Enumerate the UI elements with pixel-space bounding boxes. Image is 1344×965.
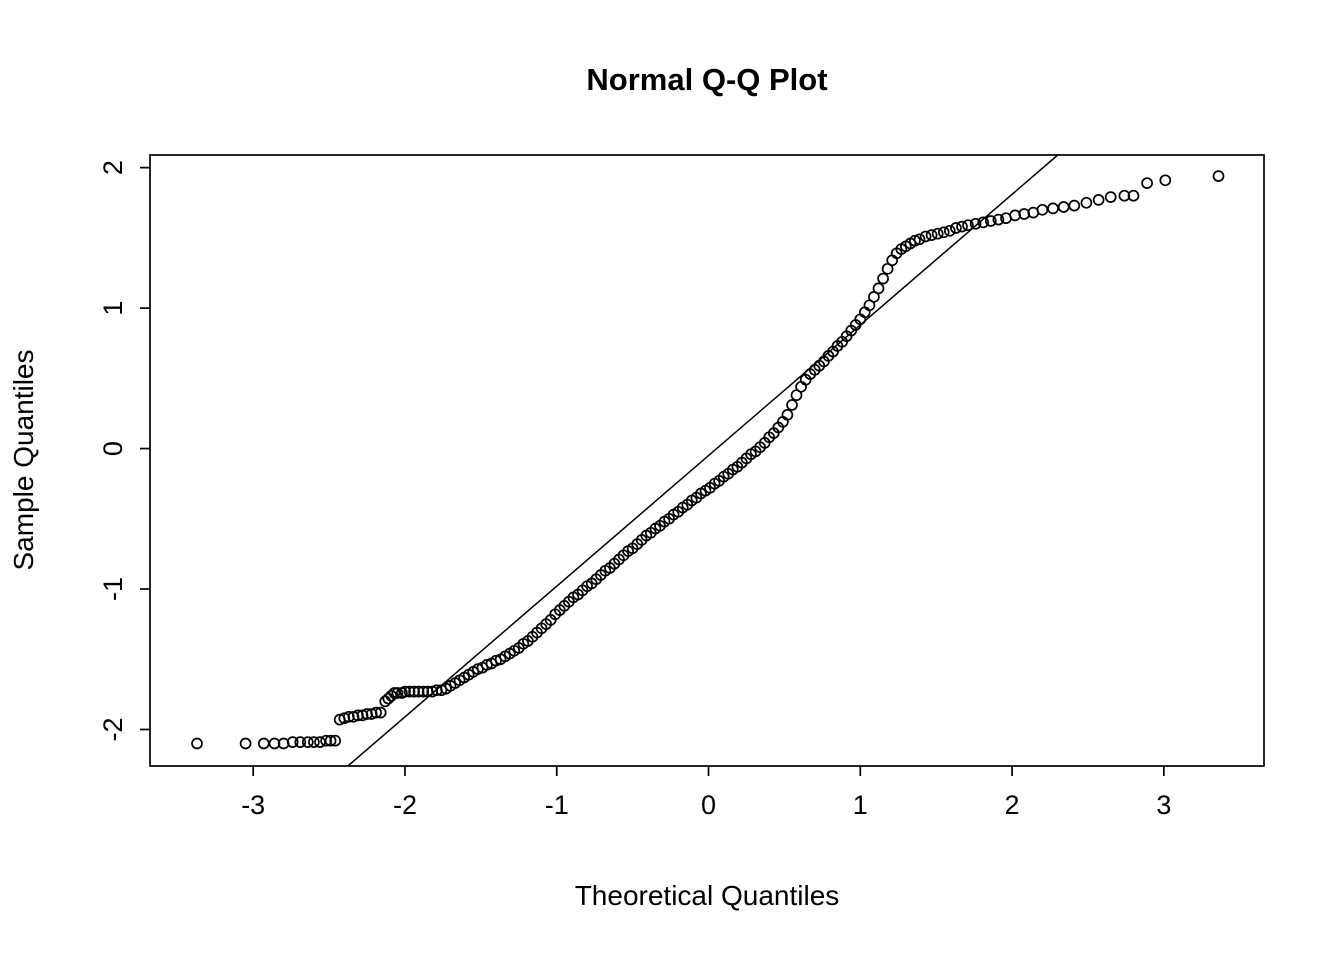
data-point-marker bbox=[1047, 202, 1059, 215]
data-point-marker bbox=[268, 737, 281, 750]
data-point-marker bbox=[412, 685, 425, 698]
data-point-marker bbox=[1141, 177, 1153, 189]
data-point-marker bbox=[877, 272, 889, 285]
data-point-marker bbox=[374, 706, 387, 719]
data-point-marker bbox=[385, 689, 398, 702]
data-point-marker bbox=[324, 734, 337, 747]
data-point-marker bbox=[408, 685, 420, 698]
data-point-marker bbox=[391, 687, 404, 699]
y-tick-label: -2 bbox=[98, 717, 128, 741]
x-tick-label: 2 bbox=[1005, 790, 1020, 820]
x-tick-label: 1 bbox=[853, 790, 868, 820]
data-point-marker bbox=[320, 734, 332, 747]
data-point-marker bbox=[417, 685, 430, 698]
x-axis-ticks: -3 -2 -1 0 1 2 3 bbox=[241, 766, 1171, 820]
data-point-marker bbox=[329, 734, 342, 747]
chart-title: Normal Q-Q Plot bbox=[586, 62, 827, 97]
data-point-marker bbox=[919, 230, 932, 243]
x-tick-label: 3 bbox=[1156, 790, 1171, 820]
data-point-marker bbox=[403, 685, 416, 698]
data-point-marker bbox=[931, 227, 944, 240]
y-tick-label: 1 bbox=[98, 301, 128, 316]
data-point-marker bbox=[950, 222, 962, 234]
data-point-marker bbox=[257, 737, 270, 750]
x-axis-label: Theoretical Quantiles bbox=[575, 880, 840, 911]
y-tick-label: 0 bbox=[98, 441, 128, 456]
plot-border bbox=[149, 154, 1265, 767]
reference-line-group bbox=[347, 154, 1059, 767]
data-point-marker bbox=[984, 215, 997, 227]
data-point-marker bbox=[1092, 194, 1105, 206]
x-tick-label: -1 bbox=[545, 790, 569, 820]
data-point-marker bbox=[872, 282, 885, 295]
data-point-marker bbox=[1057, 201, 1070, 213]
data-point-marker bbox=[191, 737, 203, 750]
data-point-marker bbox=[370, 706, 382, 719]
qq-reference-line bbox=[347, 154, 1059, 767]
data-point-marker bbox=[286, 736, 299, 748]
data-point-marker bbox=[992, 213, 1005, 226]
data-point-marker bbox=[1159, 174, 1172, 187]
data-point-marker bbox=[962, 219, 974, 232]
data-point-marker bbox=[913, 233, 926, 246]
data-point-marker bbox=[781, 409, 794, 421]
y-axis-label: Sample Quantiles bbox=[8, 349, 39, 570]
data-point-marker bbox=[786, 399, 798, 411]
data-point-marker bbox=[937, 226, 950, 239]
data-point-marker bbox=[1127, 189, 1140, 202]
data-point-marker bbox=[308, 736, 320, 748]
data-point-marker bbox=[956, 220, 968, 233]
data-point-marker bbox=[1104, 191, 1117, 203]
data-points bbox=[191, 170, 1225, 750]
data-point-marker bbox=[399, 685, 411, 698]
x-tick-label: -3 bbox=[241, 790, 265, 820]
y-tick-label: -1 bbox=[98, 577, 128, 601]
y-tick-label: 2 bbox=[98, 160, 128, 175]
data-point-marker bbox=[943, 224, 956, 237]
data-point-marker bbox=[1036, 203, 1049, 216]
data-point-marker bbox=[1212, 170, 1225, 182]
x-tick-label: -2 bbox=[393, 790, 417, 820]
data-point-marker bbox=[1118, 189, 1131, 202]
data-point-marker bbox=[301, 736, 314, 748]
data-point-marker bbox=[969, 217, 982, 230]
data-point-marker bbox=[1080, 196, 1093, 209]
data-point-marker bbox=[294, 736, 307, 748]
data-point-marker bbox=[977, 216, 990, 229]
y-axis-ticks: -2 -1 0 1 2 bbox=[98, 160, 150, 741]
data-point-marker bbox=[1068, 199, 1081, 212]
x-tick-label: 0 bbox=[701, 790, 716, 820]
data-point-marker bbox=[925, 229, 938, 241]
data-point-marker bbox=[239, 737, 252, 750]
